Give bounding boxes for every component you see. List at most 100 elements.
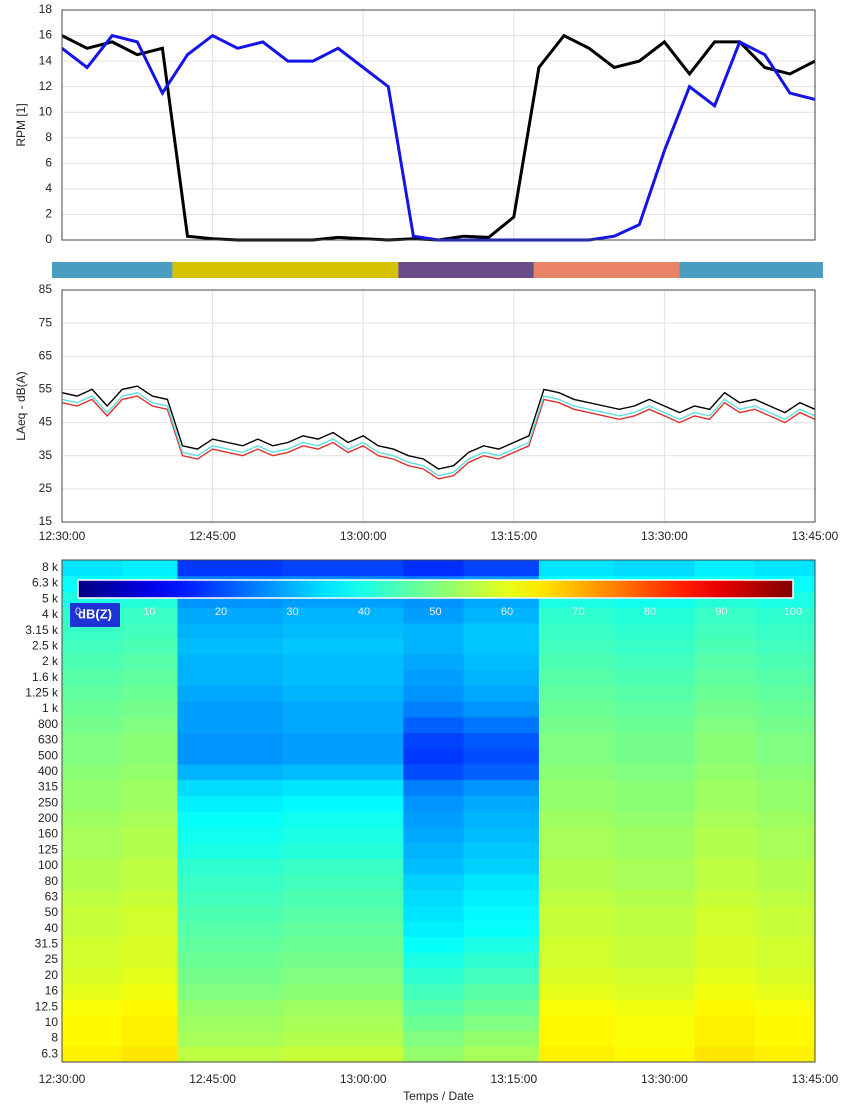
y-tick-label: 2	[45, 207, 52, 221]
heatmap-cell	[282, 842, 404, 859]
heatmap-cell	[754, 716, 816, 734]
heatmap-cell	[62, 826, 123, 843]
heatmap-cell	[62, 999, 123, 1016]
heatmap-cell	[694, 952, 756, 969]
heatmap-cell	[403, 858, 465, 875]
colorbar	[77, 579, 794, 599]
heatmap-cell	[614, 999, 696, 1016]
heatmap-cell	[614, 748, 696, 765]
y-tick-label: 8 k	[42, 560, 59, 574]
series-line	[61, 395, 816, 480]
phase-segment	[679, 262, 823, 278]
heatmap-cell	[538, 858, 615, 875]
heatmap-cell	[694, 811, 756, 828]
heatmap-cell	[463, 654, 540, 671]
heatmap-cell	[754, 685, 816, 702]
heatmap-cell	[754, 560, 816, 577]
heatmap-cell	[463, 560, 540, 577]
heatmap-cell	[694, 654, 756, 671]
heatmap-cell	[614, 952, 696, 969]
x-tick-label: 13:45:00	[792, 529, 839, 543]
heatmap-cell	[694, 920, 756, 937]
heatmap-cell	[463, 889, 540, 906]
heatmap-cell	[754, 826, 816, 843]
y-tick-label: 25	[39, 481, 53, 495]
heatmap-cell	[177, 811, 284, 828]
plot-frame	[61, 289, 816, 523]
x-tick-label: 13:15:00	[490, 529, 537, 543]
heatmap-cell	[614, 795, 696, 812]
heatmap-cell	[614, 920, 696, 937]
y-tick-label: 2 k	[42, 654, 59, 668]
heatmap-cell	[177, 858, 284, 875]
heatmap-cell	[538, 1030, 615, 1047]
heatmap-cell	[122, 811, 178, 828]
heatmap-cell	[463, 967, 540, 985]
heatmap-cell	[177, 795, 284, 812]
y-axis-label: LAeq - dB(A)	[14, 371, 28, 440]
heatmap-cell	[754, 779, 816, 796]
heatmap-cell	[614, 842, 696, 859]
heatmap-cell	[403, 701, 465, 718]
heatmap-cell	[694, 716, 756, 734]
heatmap-cell	[754, 920, 816, 937]
heatmap-cell	[62, 654, 123, 671]
heatmap-cell	[614, 967, 696, 985]
heatmap-cell	[282, 826, 404, 843]
heatmap-cell	[122, 1014, 178, 1032]
heatmap-cell	[177, 716, 284, 734]
heatmap-cell	[538, 952, 615, 969]
heatmap-cell	[614, 1046, 696, 1063]
heatmap-cell	[754, 999, 816, 1016]
heatmap-cell	[463, 1046, 540, 1063]
colorbar-tick-label: 80	[644, 606, 656, 618]
x-axis-label: Temps / Date	[403, 1089, 474, 1103]
heatmap-cell	[538, 763, 615, 781]
heatmap-cell	[614, 716, 696, 734]
heatmap-cell	[403, 936, 465, 953]
heatmap-cell	[122, 654, 178, 671]
y-tick-label: 2.5 k	[32, 638, 59, 652]
heatmap-cell	[463, 920, 540, 937]
heatmap-cell	[403, 967, 465, 985]
heatmap-cell	[754, 654, 816, 671]
heatmap-cell	[177, 905, 284, 922]
heatmap-cell	[177, 560, 284, 577]
heatmap-cell	[694, 826, 756, 843]
y-tick-label: 55	[39, 382, 53, 396]
heatmap-cell	[282, 873, 404, 890]
heatmap-cell	[282, 1014, 404, 1032]
heatmap-cell	[177, 732, 284, 749]
phase-segment	[172, 262, 399, 278]
y-tick-label: 125	[38, 842, 58, 856]
y-tick-label: 4 k	[42, 607, 59, 621]
heatmap-cell	[614, 654, 696, 671]
heatmap-cell	[463, 842, 540, 859]
heatmap-cell	[754, 732, 816, 749]
y-tick-label: 14	[39, 53, 53, 67]
heatmap-cell	[694, 763, 756, 781]
heatmap-cell	[538, 1046, 615, 1063]
heatmap-cell	[282, 999, 404, 1016]
heatmap-cell	[177, 763, 284, 781]
heatmap-cell	[463, 1014, 540, 1032]
y-tick-label: 8	[45, 130, 52, 144]
heatmap-cell	[282, 1030, 404, 1047]
heatmap-cell	[62, 936, 123, 953]
heatmap-cell	[282, 920, 404, 937]
heatmap-cell	[538, 811, 615, 828]
heatmap-cell	[282, 638, 404, 655]
heatmap-cell	[282, 889, 404, 906]
heatmap-cell	[463, 638, 540, 655]
heatmap-cell	[122, 685, 178, 702]
heatmap-cell	[177, 779, 284, 796]
heatmap-cell	[614, 669, 696, 686]
heatmap-cell	[754, 622, 816, 639]
heatmap-cell	[538, 920, 615, 937]
heatmap-cell	[538, 1014, 615, 1032]
heatmap-cell	[177, 607, 284, 624]
heatmap-cell	[538, 654, 615, 671]
heatmap-cell	[538, 732, 615, 749]
heatmap-cell	[614, 1014, 696, 1032]
